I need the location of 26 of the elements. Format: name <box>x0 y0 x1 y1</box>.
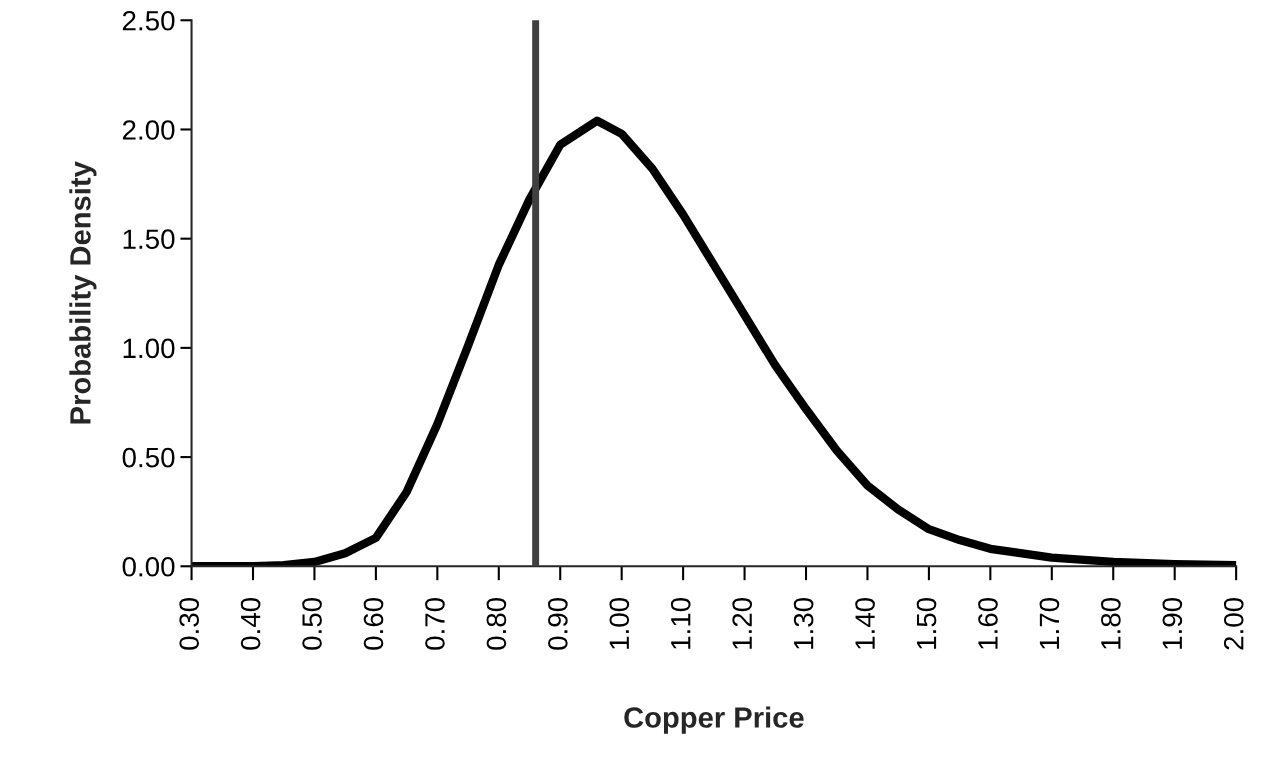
x-tick-label: 1.30 <box>793 597 814 649</box>
x-tick-label: 1.90 <box>1162 597 1183 649</box>
x-tick-label: 0.40 <box>240 597 261 650</box>
x-tick-label: 1.60 <box>978 597 998 649</box>
x-tick-label: 0.60 <box>363 597 384 650</box>
y-tick-label: 1.50 <box>123 229 175 250</box>
y-tick-label: 0.50 <box>122 447 175 468</box>
y-tick-label: 1.00 <box>123 338 175 359</box>
x-tick-label: 1.70 <box>1039 597 1060 649</box>
x-axis-title: Copper Price <box>624 706 804 734</box>
x-tick-label: 1.80 <box>1101 597 1121 649</box>
x-tick-label: 0.80 <box>486 597 507 650</box>
x-tick-label: 1.20 <box>732 597 753 649</box>
y-tick-label: 2.50 <box>122 10 175 31</box>
x-tick-label: 0.70 <box>425 597 445 650</box>
x-tick-label: 1.10 <box>670 597 691 649</box>
x-tick-label: 0.30 <box>179 597 200 650</box>
x-tick-label: 1.50 <box>916 597 937 649</box>
y-tick-label: 2.00 <box>122 120 175 140</box>
x-tick-label: 1.40 <box>855 597 875 649</box>
y-axis-title: Probability Density <box>69 161 97 424</box>
x-tick-label: 0.90 <box>548 597 568 650</box>
x-tick-label: 0.50 <box>302 597 322 650</box>
x-tick-label: 1.00 <box>609 597 630 649</box>
x-tick-label: 2.00 <box>1223 597 1244 650</box>
y-tick-label: 0.00 <box>122 556 175 577</box>
